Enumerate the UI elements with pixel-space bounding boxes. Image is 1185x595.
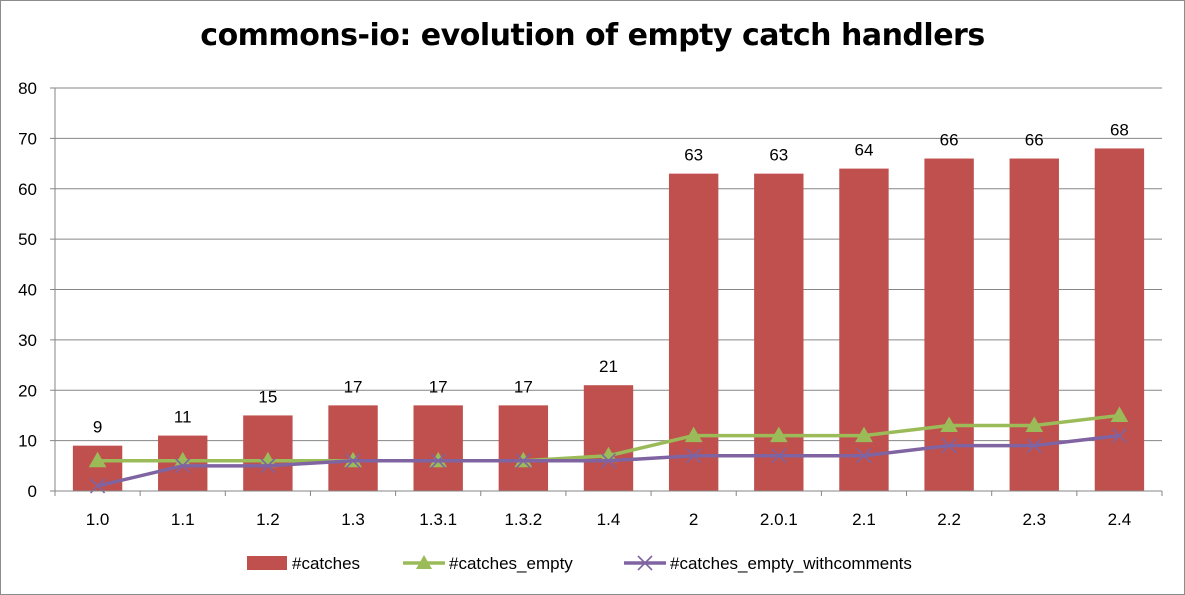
axes: 0 10 20 30 40 50 60 70 80 1.0 1.1 1.2 1.3 1.3.1 1.3.2 1… [18,79,1163,529]
legend-label: #catches_empty_withcomments [670,554,912,573]
bar [924,158,974,491]
x-marker [345,453,361,469]
x-tick-label: 2.0.1 [760,510,798,529]
x-marker-stroke [1111,428,1127,444]
gridlines [55,87,1162,442]
bar-series [72,148,1145,491]
y-tick-label: 10 [18,432,37,451]
bar-data-label: 17 [429,377,448,396]
x-marker-stroke [941,438,957,454]
legend-entry: #catches [247,554,360,573]
bar-data-label: 66 [1025,131,1044,150]
triangle-marker [88,451,107,468]
bar-data-label: 66 [940,131,959,150]
triangle-marker [1025,416,1044,433]
legend-label: #catches [292,554,360,573]
legend-entry: #catches_empty [403,554,573,573]
triangle-marker [855,426,873,443]
bar-data-label: 15 [258,387,277,406]
x-tick-label: 2.3 [1022,510,1046,529]
y-tick-label: 20 [18,381,37,400]
triangle-marker [1110,406,1129,422]
bar-data-label: 17 [514,377,533,396]
y-tick-label: 70 [18,129,37,148]
x-tick-label: 1.0 [86,510,110,529]
legend-entry: #catches_empty_withcomments [624,554,912,573]
y-tick-label: 0 [28,482,37,501]
x-marker [1111,428,1127,444]
x-marker-stroke [175,458,191,474]
y-tick-label: 80 [18,79,37,98]
x-tick-label: 1.2 [256,510,280,529]
bar-data-label: 63 [769,146,788,165]
legend-label: #catches_empty [449,554,573,573]
bar [839,168,889,491]
bar-data-label: 11 [174,408,192,427]
x-marker [430,453,446,469]
bar [583,385,634,491]
x-tick-label: 1.3.1 [419,510,457,529]
bar-data-label: 17 [344,377,363,396]
legend: #catches #catches_empty #catches_empty_wit… [247,554,912,573]
triangle-marker [684,426,703,443]
x-marker-stroke [600,453,617,469]
x-marker [600,453,617,469]
x-tick-label: 1.1 [171,510,195,529]
legend-marker [637,555,653,571]
x-marker-stroke [856,448,872,464]
bar [328,405,378,491]
x-marker-stroke [686,448,702,464]
y-tick-label: 40 [18,281,37,300]
y-tick-label: 60 [18,180,37,199]
legend-marker [416,555,432,569]
x-marker-stroke [345,453,361,469]
x-marker-stroke [771,448,787,464]
data-labels: 9 11 15 17 17 17 21 63 63 64 66 66 68 [93,120,1129,436]
bar [668,173,719,491]
x-marker [856,448,872,464]
x-marker [771,448,787,464]
bar [1094,148,1145,491]
x-tick-label: 2.2 [937,510,961,529]
x-tick-label: 1.3 [341,510,365,529]
x-tick-label: 2 [689,510,698,529]
y-tick-label: 50 [18,230,37,249]
x-tick-label: 1.4 [597,510,621,529]
triangle-marker [940,416,958,433]
x-tick-label: 2.4 [1108,510,1132,529]
x-marker-stroke [515,453,531,469]
line-series [88,406,1129,494]
bar-data-label: 21 [599,357,618,376]
bar [413,405,463,491]
bar-data-label: 64 [855,141,874,160]
x-marker [260,458,276,474]
x-tick-label: 1.3.2 [504,510,542,529]
x-tick-label: 2.1 [852,510,876,529]
x-marker [686,448,702,464]
legend-swatch [247,556,287,570]
chart-title: commons-io: evolution of empty catch han… [200,18,985,53]
bar [1009,158,1059,491]
bar-data-label: 68 [1110,120,1129,139]
x-marker-stroke [430,453,446,469]
x-marker-stroke [1026,438,1042,454]
bar [754,173,804,491]
triangle-marker [769,426,788,443]
x-marker [1026,438,1042,454]
x-marker-stroke [260,458,276,474]
x-marker [515,453,531,469]
bar-data-label: 9 [93,418,102,437]
bar [498,405,549,491]
y-tick-label: 30 [18,331,37,350]
x-marker [175,458,191,474]
x-marker [941,438,957,454]
bar-data-label: 63 [684,146,703,165]
